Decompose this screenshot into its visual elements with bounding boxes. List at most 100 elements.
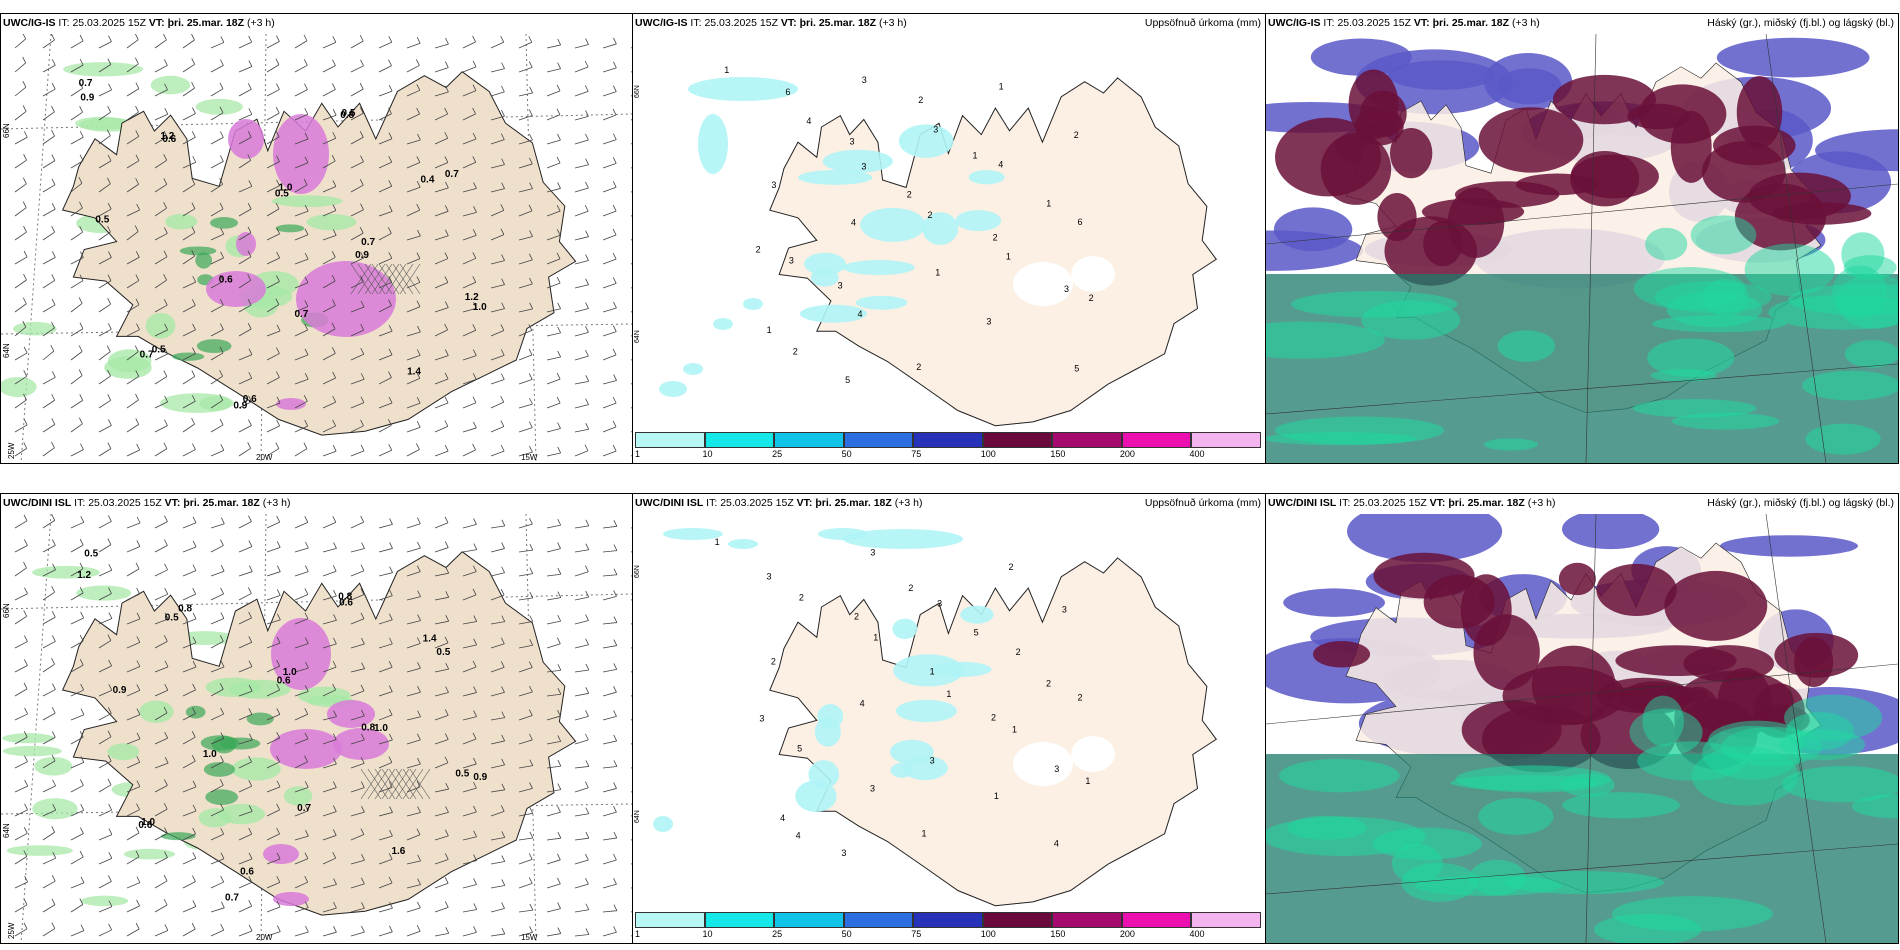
wind-barb-flag: [276, 396, 281, 404]
wind-barb-flag: [388, 396, 393, 404]
wind-barb-flag: [276, 155, 280, 162]
wind-barb: [154, 521, 168, 529]
wind-barb-flag: [331, 154, 336, 162]
wind-barb: [350, 112, 364, 121]
wind-barb-flag: [22, 56, 27, 64]
wind-barb-flag: [528, 661, 533, 668]
wind-barb: [434, 355, 449, 361]
wind-barb: [294, 138, 309, 145]
snow-area: [270, 729, 342, 769]
precip-amount-label: 1.0: [203, 749, 217, 760]
wind-barb-flag: [472, 107, 476, 115]
wind-barb-flag: [613, 734, 618, 742]
high-cloud: [1664, 570, 1768, 641]
wind-barb: [98, 544, 112, 553]
wind-barb: [294, 761, 308, 769]
wind-barb: [434, 113, 448, 121]
wind-barb: [238, 810, 253, 817]
wind-barb-flag: [416, 780, 421, 788]
wind-barb-flag: [220, 612, 225, 619]
wind-barb: [518, 739, 533, 745]
wind-barb-flag: [164, 684, 169, 691]
precip-shade: [893, 654, 964, 687]
wind-barb-flag: [389, 733, 393, 741]
wind-barb: [182, 400, 196, 409]
wind-barb: [378, 595, 393, 601]
hatch-line: [367, 768, 389, 800]
wind-barb: [602, 859, 617, 865]
wind-barb: [518, 283, 533, 289]
wind-barb: [490, 426, 505, 433]
wind-barb: [602, 910, 617, 913]
wind-barb: [462, 161, 476, 169]
wind-barb: [182, 449, 196, 457]
wind-barb-flag: [472, 443, 476, 451]
wind-barb-flag: [473, 805, 477, 813]
wind-barb: [406, 209, 420, 217]
wind-barb-flag: [501, 566, 505, 573]
hatch-line: [350, 263, 372, 295]
precip-value-label: 2: [1046, 679, 1051, 689]
wind-barb-flag: [108, 612, 113, 619]
wind-barb: [266, 833, 280, 841]
wind-barb: [378, 907, 393, 913]
wind-barb: [546, 44, 561, 49]
hatch-line: [395, 768, 417, 800]
wind-barb-flag: [416, 517, 421, 524]
rain-area: [306, 214, 357, 231]
colorbar-tick-label: 10: [702, 449, 713, 459]
precip-shade: [922, 212, 959, 245]
wind-barb: [126, 809, 140, 817]
wind-barb: [154, 545, 168, 553]
wind-barb: [518, 379, 533, 385]
wind-barb-flag: [220, 539, 224, 546]
wind-barb: [182, 113, 196, 121]
wind-barb-flag: [220, 323, 224, 330]
wind-barb: [42, 569, 56, 577]
wind-barb: [238, 930, 253, 937]
wind-barb-flag: [220, 852, 225, 859]
wind-barb-flag: [304, 588, 309, 595]
wind-barb-flag: [248, 660, 253, 667]
wind-barb-flag: [192, 804, 197, 812]
wind-barb: [154, 880, 168, 889]
wind-barb: [14, 231, 27, 241]
wind-barb: [42, 760, 56, 769]
wind-barb-flag: [501, 902, 505, 909]
wind-barb: [462, 549, 477, 553]
wind-barb-flag: [557, 688, 562, 695]
precip-value-label: 6: [1077, 217, 1082, 227]
precip-shade: [653, 816, 673, 832]
wind-barb-flag: [164, 323, 168, 331]
wind-barb-flag: [248, 636, 253, 643]
wind-barb-flag: [417, 710, 421, 717]
wind-barb-flag: [417, 133, 421, 141]
wind-barb: [378, 424, 392, 433]
wind-barb-flag: [585, 877, 589, 885]
high-cloud: [1320, 133, 1392, 205]
wind-barb-flag: [304, 876, 309, 883]
wind-barb-flag: [164, 731, 169, 739]
precip-colorbar: 1 10 25 50 75 100 150 200 400: [635, 432, 1261, 460]
wind-barb-flag: [472, 35, 476, 43]
wind-barb: [154, 425, 168, 433]
precip-amount-label: 1.2: [77, 570, 91, 581]
mid-cloud: [1347, 514, 1503, 563]
wind-barb-flag: [164, 108, 169, 115]
wind-barb-flag: [79, 226, 83, 233]
wind-barb-flag: [557, 783, 562, 790]
wind-barb-flag: [192, 156, 197, 163]
wind-barb-flag: [23, 827, 28, 834]
wind-barb: [406, 426, 421, 433]
wind-barb: [14, 256, 28, 265]
wind-barb: [378, 787, 393, 793]
wind-barb-flag: [219, 418, 224, 426]
wind-barb: [70, 640, 84, 649]
wind-barb: [490, 68, 505, 73]
wind-barbs: [14, 514, 632, 937]
wind-barb-flag: [361, 662, 365, 669]
wind-barb: [238, 88, 252, 97]
wind-barb: [322, 619, 337, 625]
wind-barb-flag: [191, 58, 196, 65]
panel-header: UWC/DINI ISL IT: 25.03.2025 15Z VT: þri.…: [635, 497, 923, 509]
